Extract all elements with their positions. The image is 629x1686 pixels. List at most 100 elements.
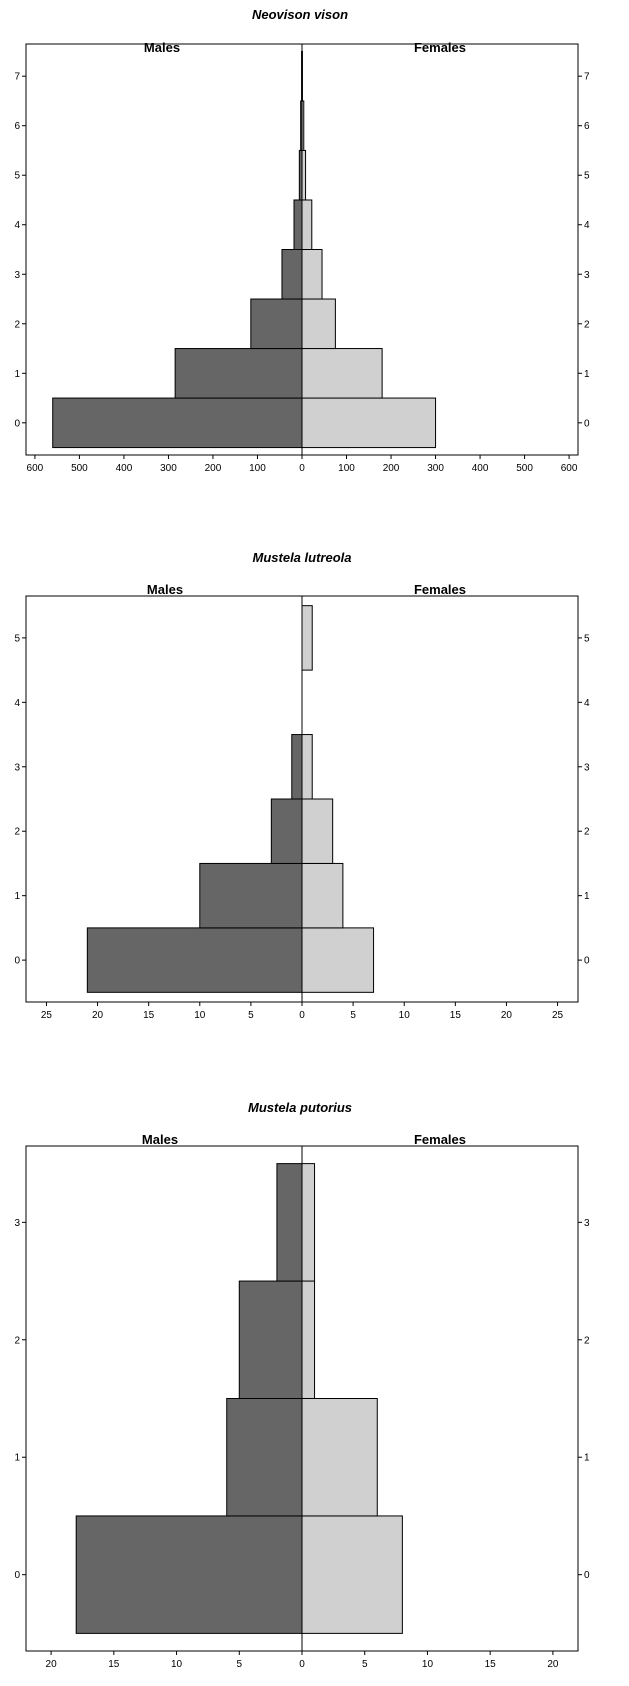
ytick-left-label: 6 — [14, 121, 20, 132]
xtick-label: 100 — [338, 463, 355, 474]
ytick-left-label: 3 — [14, 270, 20, 281]
xtick-label: 600 — [561, 463, 578, 474]
bar-males-0 — [86, 927, 303, 993]
xtick-label: 5 — [248, 1010, 254, 1021]
xtick-label: 400 — [116, 463, 133, 474]
ytick-right-label: 3 — [584, 762, 590, 773]
bar-males-2 — [270, 798, 303, 864]
ytick-right-label: 0 — [584, 956, 590, 967]
xtick-label: 200 — [205, 463, 222, 474]
ytick-left-label: 2 — [14, 319, 20, 330]
ytick-left-label: 1 — [14, 891, 20, 902]
xtick-label: 15 — [108, 1659, 120, 1670]
xtick-label: 25 — [41, 1010, 53, 1021]
chart-title: Mustela lutreola — [253, 550, 352, 565]
ytick-left-label: 3 — [14, 762, 20, 773]
plot-area: 0 0 1 1 2 2 3 3 20 15 10 5 0 5 10 15 20 — [14, 1145, 590, 1670]
bar-females-3 — [301, 734, 313, 800]
xtick-label: 5 — [350, 1010, 356, 1021]
bar-females-0 — [301, 397, 437, 449]
ytick-right-label: 6 — [584, 121, 590, 132]
ytick-left-label: 2 — [14, 827, 20, 838]
xtick-label: 600 — [27, 463, 44, 474]
bar-females-0 — [301, 927, 375, 993]
xtick-label: 5 — [236, 1659, 242, 1670]
xtick-label: 300 — [427, 463, 444, 474]
xtick-label: 500 — [516, 463, 533, 474]
bar-males-1 — [226, 1398, 303, 1517]
ytick-right-label: 2 — [584, 1335, 590, 1346]
bar-females-1 — [301, 862, 344, 929]
bar-females-2 — [301, 798, 334, 864]
ytick-left-label: 2 — [14, 1335, 20, 1346]
bar-females-1 — [301, 348, 383, 399]
chart-title: Neovison vison — [252, 7, 348, 22]
females-header: Females — [414, 40, 466, 55]
ytick-right-label: 4 — [584, 698, 590, 709]
ytick-right-label: 5 — [584, 171, 590, 182]
bar-males-1 — [199, 862, 303, 929]
xtick-label: 15 — [450, 1010, 462, 1021]
females-header: Females — [414, 582, 466, 597]
ytick-left-label: 1 — [14, 369, 20, 380]
ytick-left-label: 7 — [14, 72, 20, 83]
bar-males-2 — [250, 298, 303, 350]
bar-males-0 — [52, 397, 303, 449]
bar-males-0 — [75, 1515, 303, 1634]
ytick-right-label: 2 — [584, 319, 590, 330]
plot-area: 0 0 1 1 2 2 3 3 4 4 5 5 25 20 15 10 5 0 5 10 15 20 25 — [14, 595, 590, 1021]
bar-males-3 — [291, 734, 303, 800]
ytick-right-label: 0 — [584, 418, 590, 429]
bar-females-1 — [301, 1398, 378, 1517]
males-header: Males — [142, 1132, 178, 1147]
xtick-label: 0 — [299, 1659, 305, 1670]
xtick-label: 20 — [92, 1010, 104, 1021]
xtick-label: 300 — [160, 463, 177, 474]
ytick-left-label: 4 — [14, 220, 20, 231]
males-header: Males — [144, 40, 180, 55]
xtick-label: 20 — [501, 1010, 513, 1021]
ytick-right-label: 5 — [584, 633, 590, 644]
ytick-left-label: 0 — [14, 956, 20, 967]
xtick-label: 15 — [143, 1010, 155, 1021]
xtick-label: 10 — [422, 1659, 434, 1670]
ytick-right-label: 3 — [584, 1218, 590, 1229]
xtick-label: 10 — [171, 1659, 183, 1670]
ytick-left-label: 4 — [14, 698, 20, 709]
ytick-left-label: 0 — [14, 418, 20, 429]
xtick-label: 400 — [472, 463, 489, 474]
ytick-right-label: 0 — [584, 1570, 590, 1581]
bar-males-3 — [276, 1163, 303, 1282]
chart-title: Mustela putorius — [248, 1100, 352, 1115]
bar-males-2 — [238, 1280, 303, 1399]
bar-females-2 — [301, 1280, 316, 1399]
bar-males-3 — [281, 249, 303, 300]
ytick-right-label: 7 — [584, 72, 590, 83]
males-header: Males — [147, 582, 183, 597]
ytick-right-label: 1 — [584, 891, 590, 902]
ytick-left-label: 0 — [14, 1570, 20, 1581]
xtick-label: 20 — [46, 1659, 58, 1670]
xtick-label: 10 — [399, 1010, 411, 1021]
ytick-left-label: 1 — [14, 1453, 20, 1464]
ytick-left-label: 3 — [14, 1218, 20, 1229]
bar-females-5 — [301, 149, 307, 201]
xtick-label: 500 — [71, 463, 88, 474]
xtick-label: 100 — [249, 463, 266, 474]
chart-mustela-putorius: Mustela putorius Males Females 0 0 1 1 2 2 3 3 2… — [14, 1100, 590, 1670]
ytick-left-label: 5 — [14, 171, 20, 182]
xtick-label: 0 — [299, 463, 305, 474]
xtick-label: 15 — [485, 1659, 497, 1670]
bar-females-2 — [301, 298, 336, 350]
xtick-label: 20 — [547, 1659, 559, 1670]
ytick-right-label: 4 — [584, 220, 590, 231]
bar-males-1 — [174, 348, 303, 399]
xtick-label: 0 — [299, 1010, 305, 1021]
females-header: Females — [414, 1132, 466, 1147]
bar-females-5 — [301, 605, 313, 671]
bar-females-3 — [301, 1163, 316, 1282]
xtick-label: 5 — [362, 1659, 368, 1670]
ytick-left-label: 5 — [14, 633, 20, 644]
ytick-right-label: 3 — [584, 270, 590, 281]
